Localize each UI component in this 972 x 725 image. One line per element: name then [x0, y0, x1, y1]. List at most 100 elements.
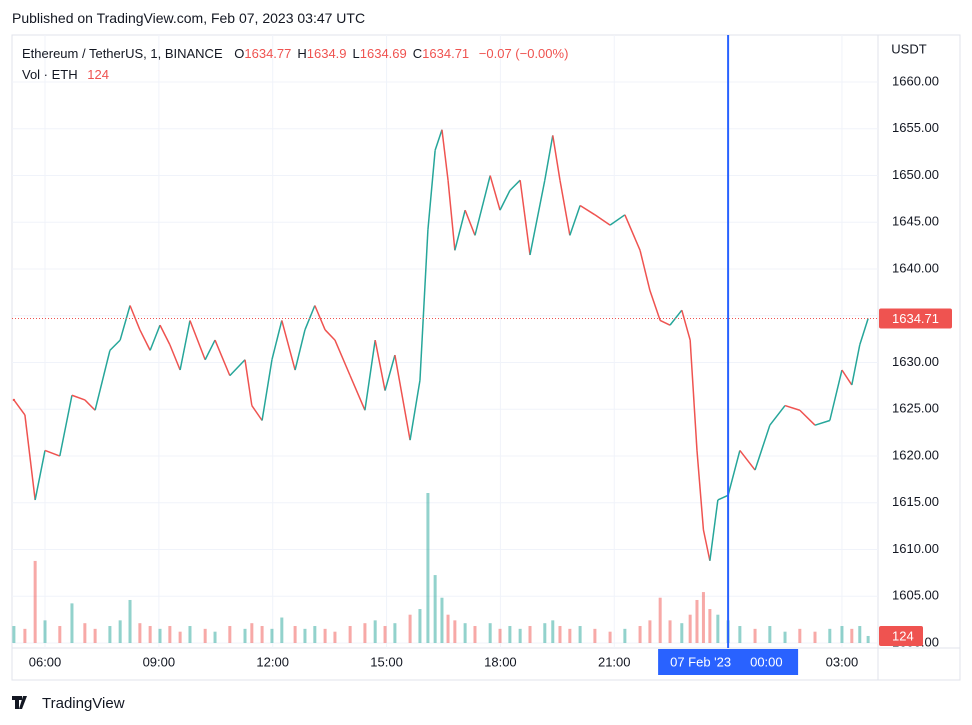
price-segment — [609, 214, 626, 226]
price-segment — [624, 214, 641, 251]
volume-bar — [33, 560, 37, 643]
y-tick-label: 1620.00 — [892, 447, 939, 462]
volume-bar — [313, 626, 317, 643]
price-segment — [454, 209, 466, 251]
volume-legend: Vol · ETH 124 — [22, 67, 109, 82]
price-segment — [229, 359, 246, 377]
price-segment — [334, 339, 351, 376]
volume-bar — [688, 614, 692, 643]
y-tick-label: 1650.00 — [892, 167, 939, 182]
volume-bar — [408, 614, 412, 643]
price-segment — [71, 394, 86, 401]
price-segment — [24, 414, 36, 501]
price-segment — [569, 205, 581, 236]
price-segment — [639, 250, 651, 291]
price-segment — [799, 409, 816, 426]
volume-bar — [363, 623, 367, 643]
price-segment — [261, 359, 273, 421]
price-segment — [499, 190, 511, 211]
price-segment — [659, 319, 671, 326]
crosshair-date: 07 Feb '23 — [670, 654, 731, 669]
price-segment — [109, 339, 121, 351]
volume-bar — [446, 614, 450, 643]
volume-bar — [148, 626, 152, 643]
price-segment — [44, 449, 61, 457]
price-segment — [419, 229, 429, 381]
price-segment — [859, 318, 869, 345]
price-segment — [314, 305, 326, 331]
ohlc-value: 1634.71 — [422, 46, 470, 61]
ohlc-label: O — [234, 46, 245, 61]
price-segment — [214, 339, 231, 376]
last-price-label: 1634.71 — [892, 311, 939, 326]
y-tick-label: 1610.00 — [892, 541, 939, 556]
volume-bar — [680, 623, 684, 643]
price-segment — [294, 329, 306, 371]
price-segment — [689, 340, 698, 451]
volume-bar — [701, 592, 705, 643]
volume-bar — [440, 597, 444, 643]
currency: USDT — [891, 41, 926, 56]
price-segment — [769, 405, 786, 426]
volume-tag-label: 124 — [892, 628, 914, 643]
volume-bar — [128, 599, 132, 643]
price-segment — [829, 369, 843, 421]
price-segment — [364, 339, 376, 411]
price-segment — [441, 129, 449, 181]
volume-bar — [658, 597, 662, 643]
ohlc-label: H — [297, 46, 307, 61]
volume-bar — [373, 620, 377, 643]
volume-bar — [623, 628, 627, 643]
price-segment — [271, 320, 283, 360]
price-segment — [717, 494, 729, 501]
price-segment — [59, 395, 73, 457]
volume-tag — [879, 626, 923, 646]
price-segment — [509, 179, 521, 192]
y-tick-label: 1615.00 — [892, 494, 939, 509]
ohlc: O1634.77 H1634.9 L1634.69 C1634.71 — [226, 46, 469, 61]
price-segment — [84, 399, 96, 411]
volume-bar — [716, 614, 720, 643]
x-tick-label: 09:00 — [143, 654, 176, 669]
price-segment — [669, 309, 683, 326]
volume-bar — [58, 626, 62, 643]
x-tick-label: 06:00 — [29, 654, 62, 669]
price-segment — [594, 214, 611, 226]
volume-bar — [753, 628, 757, 643]
crosshair-tag — [658, 649, 799, 675]
price-segment — [434, 129, 443, 151]
ohlc-value: 1634.69 — [359, 46, 407, 61]
volume-bar — [498, 628, 502, 643]
ohlc-value: 1634.77 — [244, 46, 292, 61]
volume-bar — [463, 623, 467, 643]
volume-bar — [608, 631, 612, 643]
price-segment — [394, 354, 411, 441]
volume-bar — [108, 626, 112, 643]
volume-bar — [768, 626, 772, 643]
volume-bar — [866, 635, 870, 643]
price-segment — [119, 305, 131, 341]
price-segment — [702, 529, 711, 561]
y-tick-label: 1625.00 — [892, 401, 939, 416]
crosshair-time: 00:00 — [750, 654, 783, 669]
ohlc-label: L — [352, 46, 360, 61]
price-segment — [681, 309, 691, 341]
volume-bar — [118, 620, 122, 643]
price-segment — [159, 324, 171, 346]
frame — [11, 34, 961, 681]
y-tick-label: 1660.00 — [892, 73, 939, 88]
price-segment — [169, 344, 181, 371]
symbol: Ethereum / TetherUS, 1, BINANCE — [22, 46, 223, 61]
price-segment — [149, 324, 161, 351]
price-segment — [709, 499, 719, 561]
volume-bar — [508, 626, 512, 643]
price-segment — [189, 320, 206, 361]
y-tick-label: 1605.00 — [892, 588, 939, 603]
volume-bar — [828, 628, 832, 643]
price-segment — [579, 204, 596, 216]
volume-bar — [270, 628, 274, 643]
volume-bar — [303, 628, 307, 643]
price-segment — [349, 375, 366, 411]
